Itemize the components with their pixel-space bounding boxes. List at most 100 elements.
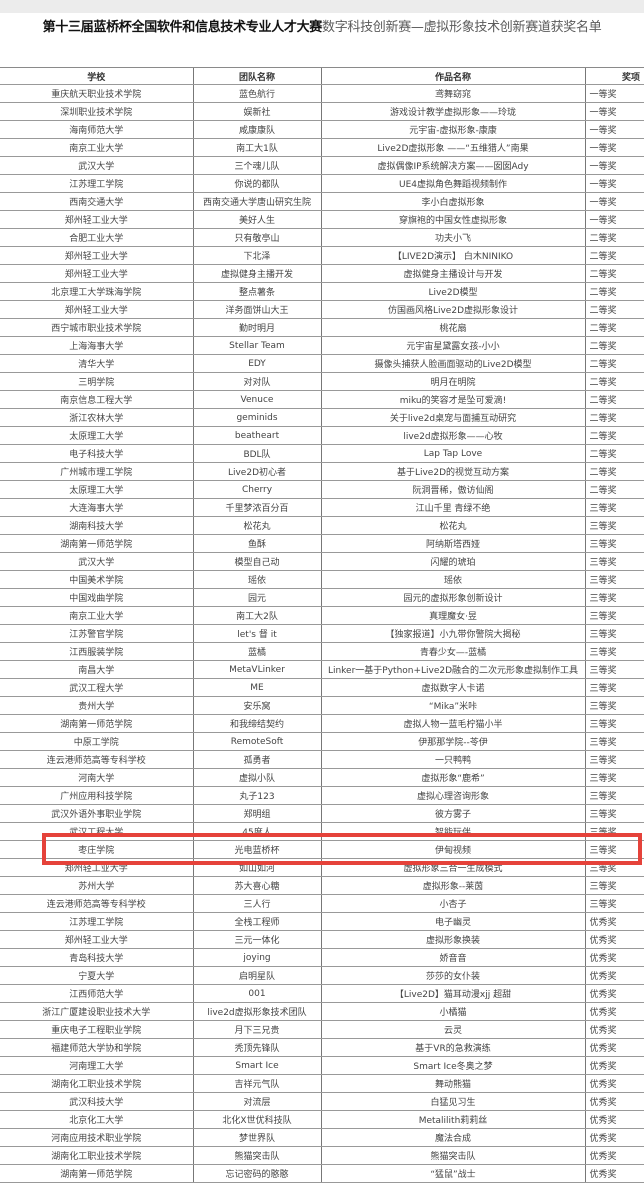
cell-work: 虚拟形象换装 xyxy=(320,930,585,949)
cell-team: 松花丸 xyxy=(192,516,321,535)
cell-award: 优秀奖 xyxy=(584,984,644,1003)
cell-award: 二等奖 xyxy=(584,444,644,463)
table-row: 武汉大学 模型自己动 闪耀的琥珀 三等奖 xyxy=(0,552,644,571)
cell-team: EDY xyxy=(192,354,321,373)
cell-award: 三等奖 xyxy=(584,534,644,553)
table-row: 西南交通大学 西南交通大学唐山研究生院 李小白虚拟形象 一等奖 xyxy=(0,192,644,211)
cell-school: 郑州轻工业大学 xyxy=(0,210,193,229)
table-row: 福建师范大学协和学院 秃顶先锋队 基于VR的急救演练 优秀奖 xyxy=(0,1038,644,1057)
cell-team: 45度人 xyxy=(192,822,321,841)
cell-school: 上海海事大学 xyxy=(0,336,193,355)
cell-team: Cherry xyxy=(192,480,321,499)
cell-school: 江苏理工学院 xyxy=(0,174,193,193)
cell-team: 蓝色航行 xyxy=(192,84,321,103)
cell-award: 优秀奖 xyxy=(584,912,644,931)
cell-award: 三等奖 xyxy=(584,624,644,643)
cell-school: 河南理工大学 xyxy=(0,1056,193,1075)
table-row: 湖南第一师范学院 和我缔结契约 虚拟人物一蓝毛柠猫小半 三等奖 xyxy=(0,714,644,733)
page-title: 第十三届蓝桥杯全国软件和信息技术专业人才大赛数字科技创新赛—虚拟形象技术创新赛道… xyxy=(0,16,644,35)
cell-team: 对对队 xyxy=(192,372,321,391)
cell-school: 南京信息工程大学 xyxy=(0,390,193,409)
cell-award: 二等奖 xyxy=(584,372,644,391)
cell-team: 月下三兄贵 xyxy=(192,1020,321,1039)
cell-team: live2d虚拟形象技术团队 xyxy=(192,1002,321,1021)
table-row: 青岛科技大学 joying 娇音音 优秀奖 xyxy=(0,948,644,967)
cell-school: 北京化工大学 xyxy=(0,1110,193,1129)
cell-award: 三等奖 xyxy=(584,804,644,823)
cell-school: 广州应用科技学院 xyxy=(0,786,193,805)
cell-school: 武汉工程大学 xyxy=(0,678,193,697)
cell-work: 元宇宙-虚拟形象-康康 xyxy=(320,120,585,139)
table-row: 江苏理工学院 你说的都队 UE4虚拟角色舞蹈视频制作 一等奖 xyxy=(0,174,644,193)
cell-award: 优秀奖 xyxy=(584,1128,644,1147)
table-row: 清华大学 EDY 摄像头捕获人脸画面驱动的Live2D模型 二等奖 xyxy=(0,354,644,373)
table-row: 苏州大学 苏大喜心糖 虚拟形象--莱茵 三等奖 xyxy=(0,876,644,895)
cell-award: 优秀奖 xyxy=(584,966,644,985)
table-row: 河南理工大学 Smart Ice Smart Ice冬奥之梦 优秀奖 xyxy=(0,1056,644,1075)
cell-school: 湖南化工职业技术学院 xyxy=(0,1074,193,1093)
header-row: 学校 团队名称 作品名称 奖项 xyxy=(0,67,644,85)
cell-team: 三个魂儿队 xyxy=(192,156,321,175)
cell-award: 优秀奖 xyxy=(584,1146,644,1165)
cell-team: 瑶依 xyxy=(192,570,321,589)
cell-team: 鱼酥 xyxy=(192,534,321,553)
table-row: 太原理工大学 beatheart live2d虚拟形象——心牧 二等奖 xyxy=(0,426,644,445)
cell-school: 河南大学 xyxy=(0,768,193,787)
cell-school: 宁夏大学 xyxy=(0,966,193,985)
table-row: 太原理工大学 Cherry 阮洞晋稀，傲访仙阁 二等奖 xyxy=(0,480,644,499)
cell-work: 穿旗袍的中国女性虚拟形象 xyxy=(320,210,585,229)
cell-work: 元宇宙星黛露女孩-小小 xyxy=(320,336,585,355)
table-row: 湖南第一师范学院 鱼酥 阿纳斯塔西娅 三等奖 xyxy=(0,534,644,553)
cell-work: miku的笑容才是坠可爱滴! xyxy=(320,390,585,409)
cell-school: 河南应用技术职业学院 xyxy=(0,1128,193,1147)
table-row: 浙江农林大学 geminids 关于live2d桌宠与面捕互动研究 二等奖 xyxy=(0,408,644,427)
table-row: 郑州轻工业大学 虚拟健身主播开发 虚拟健身主播设计与开发 二等奖 xyxy=(0,264,644,283)
cell-work: UE4虚拟角色舞蹈视频制作 xyxy=(320,174,585,193)
cell-school: 郑州轻工业大学 xyxy=(0,264,193,283)
table-row: 宁夏大学 启明星队 莎莎的女仆装 优秀奖 xyxy=(0,966,644,985)
cell-award: 优秀奖 xyxy=(584,1110,644,1129)
table-row: 三明学院 对对队 明月在明院 二等奖 xyxy=(0,372,644,391)
cell-award: 三等奖 xyxy=(584,822,644,841)
cell-team: 忘记密码的憨憨 xyxy=(192,1164,321,1183)
table-row: 重庆航天职业技术学院 蓝色航行 鸢舞窈窕 一等奖 xyxy=(0,84,644,103)
table-row: 南京工业大学 南工大2队 真理魔女·昱 三等奖 xyxy=(0,606,644,625)
cell-award: 一等奖 xyxy=(584,102,644,121)
cell-school: 贵州大学 xyxy=(0,696,193,715)
cell-school: 武汉外语外事职业学院 xyxy=(0,804,193,823)
cell-award: 优秀奖 xyxy=(584,930,644,949)
cell-work: 虚拟健身主播设计与开发 xyxy=(320,264,585,283)
cell-school: 深圳职业技术学院 xyxy=(0,102,193,121)
table-row: 武汉科技大学 对流层 白猛见习生 优秀奖 xyxy=(0,1092,644,1111)
table-row: 深圳职业技术学院 娱新社 游戏设计教学虚拟形象——玲珑 一等奖 xyxy=(0,102,644,121)
cell-school: 枣庄学院 xyxy=(0,840,193,859)
cell-award: 三等奖 xyxy=(584,660,644,679)
cell-school: 江苏理工学院 xyxy=(0,912,193,931)
cell-school: 江西服装学院 xyxy=(0,642,193,661)
cell-work: 游戏设计教学虚拟形象——玲珑 xyxy=(320,102,585,121)
cell-school: 连云港师范高等专科学校 xyxy=(0,894,193,913)
cell-team: MetaVLinker xyxy=(192,660,321,679)
cell-work: Live2D虚拟形象 ——“五维猎人”南果 xyxy=(320,138,585,157)
cell-award: 二等奖 xyxy=(584,426,644,445)
cell-work: 莎莎的女仆装 xyxy=(320,966,585,985)
cell-work: Smart Ice冬奥之梦 xyxy=(320,1056,585,1075)
table-row: 枣庄学院 光电蓝桥杯 伊甸视频 三等奖 xyxy=(0,840,644,859)
cell-school: 浙江农林大学 xyxy=(0,408,193,427)
cell-team: 娱新社 xyxy=(192,102,321,121)
table-row: 郑州轻工业大学 美好人生 穿旗袍的中国女性虚拟形象 一等奖 xyxy=(0,210,644,229)
cell-team: 郑明组 xyxy=(192,804,321,823)
cell-award: 优秀奖 xyxy=(584,1056,644,1075)
cell-award: 一等奖 xyxy=(584,120,644,139)
cell-team: 和我缔结契约 xyxy=(192,714,321,733)
cell-work: 小杏子 xyxy=(320,894,585,913)
cell-school: 太原理工大学 xyxy=(0,480,193,499)
cell-work: 【LIVE2D演示】 白木NINIKO xyxy=(320,246,585,265)
cell-work: 李小白虚拟形象 xyxy=(320,192,585,211)
table-row: 江苏警官学院 let's 督 it 【独家报道】小九带你警院大揭秘 三等奖 xyxy=(0,624,644,643)
table-row: 南京信息工程大学 Venuce miku的笑容才是坠可爱滴! 二等奖 xyxy=(0,390,644,409)
cell-award: 优秀奖 xyxy=(584,1038,644,1057)
cell-school: 中国美术学院 xyxy=(0,570,193,589)
cell-school: 郑州轻工业大学 xyxy=(0,930,193,949)
cell-work: 伊甸视频 xyxy=(320,840,585,859)
